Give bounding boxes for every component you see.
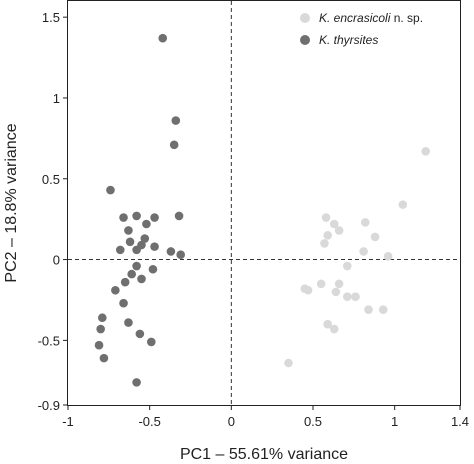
point-k-encrasicoli — [331, 287, 341, 297]
point-k-thyrsites — [132, 245, 141, 255]
point-k-thyrsites — [96, 324, 105, 334]
point-k-encrasicoli — [320, 239, 329, 248]
point-k-thyrsites — [106, 185, 115, 195]
y-tick-label: 1.5 — [42, 10, 60, 25]
point-k-encrasicoli — [378, 305, 388, 314]
point-k-thyrsites — [111, 285, 120, 295]
point-k-thyrsites — [147, 337, 156, 347]
point-k-thyrsites — [124, 318, 133, 327]
point-k-thyrsites — [124, 226, 133, 235]
point-k-encrasicoli — [321, 213, 331, 222]
x-axis-title: PC1 – 55.61% variance — [180, 446, 348, 463]
point-k-encrasicoli — [323, 319, 333, 329]
point-k-encrasicoli — [316, 279, 326, 289]
plot-frame — [67, 0, 461, 406]
point-k-encrasicoli — [329, 219, 339, 229]
y-axis-title: PC2 – 18.8% variance — [3, 123, 20, 282]
point-k-thyrsites — [142, 219, 151, 229]
y-tick-label: -0.5 — [38, 333, 60, 348]
point-k-thyrsites — [132, 211, 141, 221]
point-k-thyrsites — [171, 116, 181, 125]
legend: K. encrasicoli n. sp. K. thyrsites — [300, 11, 423, 47]
point-k-encrasicoli — [370, 232, 380, 242]
point-k-encrasicoli — [360, 218, 370, 227]
legend-marker — [300, 35, 310, 45]
x-tick-label: -0.5 — [138, 414, 160, 429]
point-k-thyrsites — [174, 211, 184, 221]
y-axis-ticks: -0.9 -0.5 0 0.5 1 1.5 — [38, 10, 68, 413]
point-k-thyrsites — [125, 237, 135, 247]
point-k-thyrsites — [120, 277, 130, 287]
point-k-thyrsites — [169, 140, 179, 150]
x-tick-label: 1 — [391, 414, 398, 429]
point-k-thyrsites — [150, 242, 159, 251]
legend-label: K. thyrsites — [319, 33, 378, 47]
point-k-encrasicoli — [343, 292, 352, 302]
point-k-thyrsites — [119, 298, 128, 308]
y-tick-label: 0.5 — [42, 172, 60, 187]
point-k-encrasicoli — [343, 261, 352, 271]
point-k-encrasicoli — [421, 146, 431, 156]
x-tick-label: 1.4 — [451, 414, 469, 429]
point-k-encrasicoli — [359, 247, 368, 256]
point-k-thyrsites — [148, 264, 158, 274]
x-axis-ticks: -1 -0.5 0 0.5 1 1.4 — [62, 405, 469, 429]
point-k-thyrsites — [99, 353, 109, 363]
point-k-thyrsites — [135, 329, 145, 339]
y-tick-label: -0.9 — [38, 398, 60, 413]
point-k-encrasicoli — [383, 252, 393, 261]
point-k-encrasicoli — [284, 358, 293, 368]
x-tick-label: 0 — [228, 414, 235, 429]
point-k-thyrsites — [166, 247, 176, 256]
point-k-thyrsites — [94, 340, 104, 350]
reference-lines — [68, 1, 460, 405]
point-k-encrasicoli — [398, 200, 408, 209]
point-k-encrasicoli — [303, 285, 313, 295]
point-k-thyrsites — [140, 234, 150, 243]
point-k-encrasicoli — [323, 231, 333, 240]
x-tick-label: -1 — [62, 414, 74, 429]
point-k-thyrsites — [115, 245, 125, 255]
point-k-thyrsites — [132, 378, 141, 387]
point-k-encrasicoli — [351, 292, 360, 302]
point-k-encrasicoli — [334, 279, 344, 289]
data-points — [94, 33, 431, 387]
y-tick-label: 0 — [53, 253, 60, 268]
point-k-thyrsites — [150, 213, 159, 222]
legend-label: K. encrasicoli n. sp. — [319, 11, 423, 25]
point-k-thyrsites — [132, 261, 141, 271]
x-tick-label: 0.5 — [304, 414, 322, 429]
legend-marker — [300, 13, 310, 23]
point-k-thyrsites — [137, 274, 146, 284]
point-k-encrasicoli — [364, 305, 373, 314]
point-k-thyrsites — [158, 33, 168, 43]
point-k-encrasicoli — [329, 324, 339, 334]
point-k-thyrsites — [176, 250, 185, 260]
y-tick-label: 1 — [53, 91, 60, 106]
point-k-thyrsites — [98, 313, 107, 323]
point-k-thyrsites — [127, 269, 136, 279]
point-k-thyrsites — [119, 213, 128, 222]
point-k-encrasicoli — [334, 226, 344, 235]
